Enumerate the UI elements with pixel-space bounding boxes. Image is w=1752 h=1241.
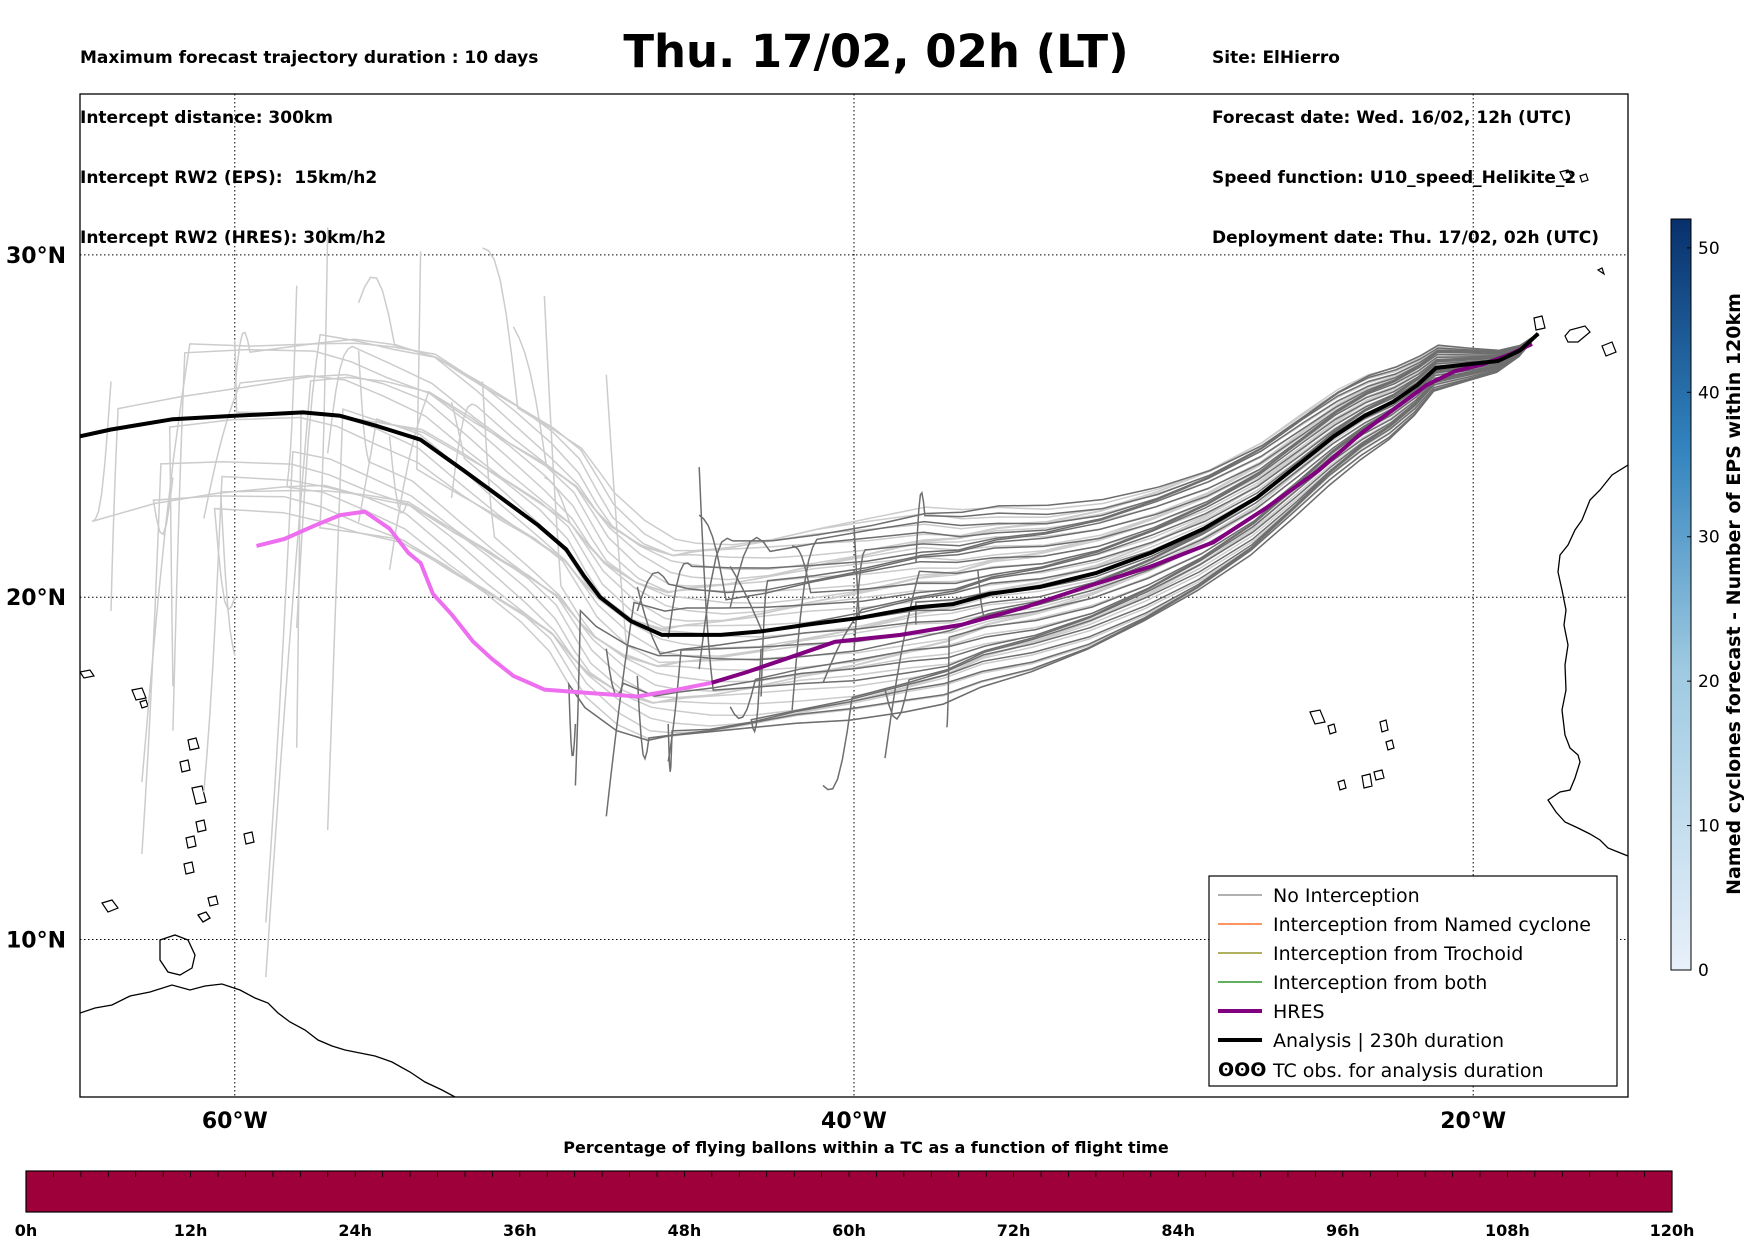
lat-label: 20°N xyxy=(6,586,66,611)
ensemble-trajectory-far xyxy=(319,227,1539,742)
ensemble-trajectory-far xyxy=(326,333,1539,581)
flight-time-tick-label: 108h xyxy=(1485,1221,1530,1240)
intercept-eps-line: Intercept RW2 (EPS): 15km/h2 xyxy=(80,168,378,188)
island-chain xyxy=(80,669,255,913)
intercept-distance-line: Intercept distance: 300km xyxy=(80,108,333,128)
ensemble-trajectory xyxy=(760,333,1539,697)
legend-label: HRES xyxy=(1273,1001,1325,1023)
legend-label: Analysis | 230h duration xyxy=(1273,1030,1504,1052)
flight-time-percentage-bar xyxy=(25,1170,1673,1213)
flight-time-tick-label: 0h xyxy=(15,1221,38,1240)
ensemble-trajectory xyxy=(729,333,1539,720)
flight-time-tick-label: 24h xyxy=(338,1221,372,1240)
ensemble-trajectory xyxy=(884,333,1539,721)
hres-trajectory-late xyxy=(256,509,712,699)
ensemble-trajectory-far xyxy=(512,326,1539,593)
ensemble-trajectory xyxy=(822,333,1539,791)
south-america-coast xyxy=(80,983,456,1097)
map-legend: No Interception Interception from Named c… xyxy=(1208,875,1618,1087)
colorbar-tick-label: 30 xyxy=(1698,528,1720,548)
legend-items: No Interception Interception from Named c… xyxy=(1218,885,1591,1052)
trinidad-coast xyxy=(159,934,196,976)
ensemble-trajectory xyxy=(605,333,1539,697)
legend-label: Interception from Trochoid xyxy=(1273,943,1523,965)
forecast-settings-block: Maximum forecast trajectory duration : 1… xyxy=(80,8,538,268)
cyclone-colorbar: 0 10 20 30 40 50 Named cyclones forecast - Nu… xyxy=(1670,218,1745,981)
flight-time-tick-label: 60h xyxy=(832,1221,866,1240)
ensemble-trajectory-far xyxy=(450,332,1539,570)
site-info-block: Site: ElHierro Forecast date: Wed. 16/02… xyxy=(1212,8,1599,268)
ensemble-trajectory xyxy=(698,332,1539,670)
ensemble-trajectory xyxy=(729,332,1539,608)
colorbar-ticks: 0 10 20 30 40 50 xyxy=(1687,239,1720,981)
flight-time-tick-label: 48h xyxy=(668,1221,702,1240)
speed-function-line: Speed function: U10_speed_Helikite_2 xyxy=(1212,168,1577,188)
coastlines xyxy=(80,169,1628,1097)
legend-frame xyxy=(1208,875,1618,1087)
canary-islands xyxy=(1533,169,1617,357)
ensemble-trajectory xyxy=(636,333,1539,655)
africa-coast xyxy=(1547,464,1628,857)
colorbar-tick-label: 0 xyxy=(1698,961,1709,981)
hres-trajectory xyxy=(711,342,1533,685)
page-title: Thu. 17/02, 02h (LT) xyxy=(623,25,1129,78)
flight-time-tick-label: 84h xyxy=(1161,1221,1195,1240)
trajectory-layer xyxy=(80,227,1540,978)
legend-label-tc-obs: TC obs. for analysis duration xyxy=(1272,1060,1544,1082)
colorbar-tick-label: 40 xyxy=(1698,383,1720,403)
legend-label: Interception from both xyxy=(1273,972,1487,994)
ensemble-trajectory xyxy=(750,333,1539,734)
cape-verde-islands xyxy=(1309,709,1395,791)
ensemble-trajectory xyxy=(822,333,1539,684)
ensemble-trajectory xyxy=(791,332,1539,711)
lon-label: 40°W xyxy=(821,1109,887,1134)
ensemble-trajectory-far xyxy=(141,332,1539,783)
ensemble-trajectory-far xyxy=(168,333,1539,687)
colorbar-label: Named cyclones forecast - Number of EPS … xyxy=(1723,293,1745,895)
flight-time-tick-label: 96h xyxy=(1326,1221,1360,1240)
axis-labels: 30°N 20°N 10°N 60°W 40°W 20°W xyxy=(6,244,1506,1134)
legend-label: No Interception xyxy=(1273,885,1420,907)
forecast-date-line: Forecast date: Wed. 16/02, 12h (UTC) xyxy=(1212,108,1572,128)
flight-time-tick-label: 120h xyxy=(1650,1221,1695,1240)
intercept-hres-line: Intercept RW2 (HRES): 30km/h2 xyxy=(80,228,387,248)
ensemble-trajectory xyxy=(667,333,1539,772)
colorbar-tick-label: 10 xyxy=(1698,817,1720,837)
analysis-trajectory xyxy=(80,332,1540,637)
ensemble-trajectory xyxy=(636,333,1539,761)
ensemble-trajectory xyxy=(915,332,1539,564)
tobago-coast xyxy=(196,911,211,923)
flight-time-tick-label: 12h xyxy=(174,1221,208,1240)
ensemble-trajectory xyxy=(884,333,1539,759)
ensemble-trajectory-far xyxy=(141,333,1539,855)
lat-label: 10°N xyxy=(6,929,66,954)
colorbar-scale xyxy=(1670,218,1692,971)
tc-obs-symbol: ʘʘʘ xyxy=(1218,1059,1266,1081)
flight-time-title: Percentage of flying ballons within a TC… xyxy=(563,1138,1169,1157)
lon-label: 60°W xyxy=(202,1109,268,1134)
lat-label: 30°N xyxy=(6,244,66,269)
flight-time-ticks: 0h 12h 24h 36h 48h 60h 72h 84h 96h 108h 120h xyxy=(15,1171,1695,1240)
ensemble-trajectory xyxy=(636,333,1539,612)
deployment-date-line: Deployment date: Thu. 17/02, 02h (UTC) xyxy=(1212,228,1599,248)
lon-label: 20°W xyxy=(1440,1109,1506,1134)
flight-time-bar: Percentage of flying ballons within a TC… xyxy=(15,1138,1695,1240)
ensemble-trajectory xyxy=(567,333,1539,757)
flight-time-tick-label: 72h xyxy=(997,1221,1031,1240)
colorbar-tick-label: 50 xyxy=(1698,239,1720,259)
flight-time-tick-label: 36h xyxy=(503,1221,537,1240)
ensemble-trajectory xyxy=(698,333,1539,601)
map-frame xyxy=(79,93,1629,1098)
legend-label: Interception from Named cyclone xyxy=(1273,914,1591,936)
graticule xyxy=(80,94,1628,1097)
colorbar-tick-label: 20 xyxy=(1698,672,1720,692)
max-duration-line: Maximum forecast trajectory duration : 1… xyxy=(80,48,539,68)
site-line: Site: ElHierro xyxy=(1212,48,1340,68)
